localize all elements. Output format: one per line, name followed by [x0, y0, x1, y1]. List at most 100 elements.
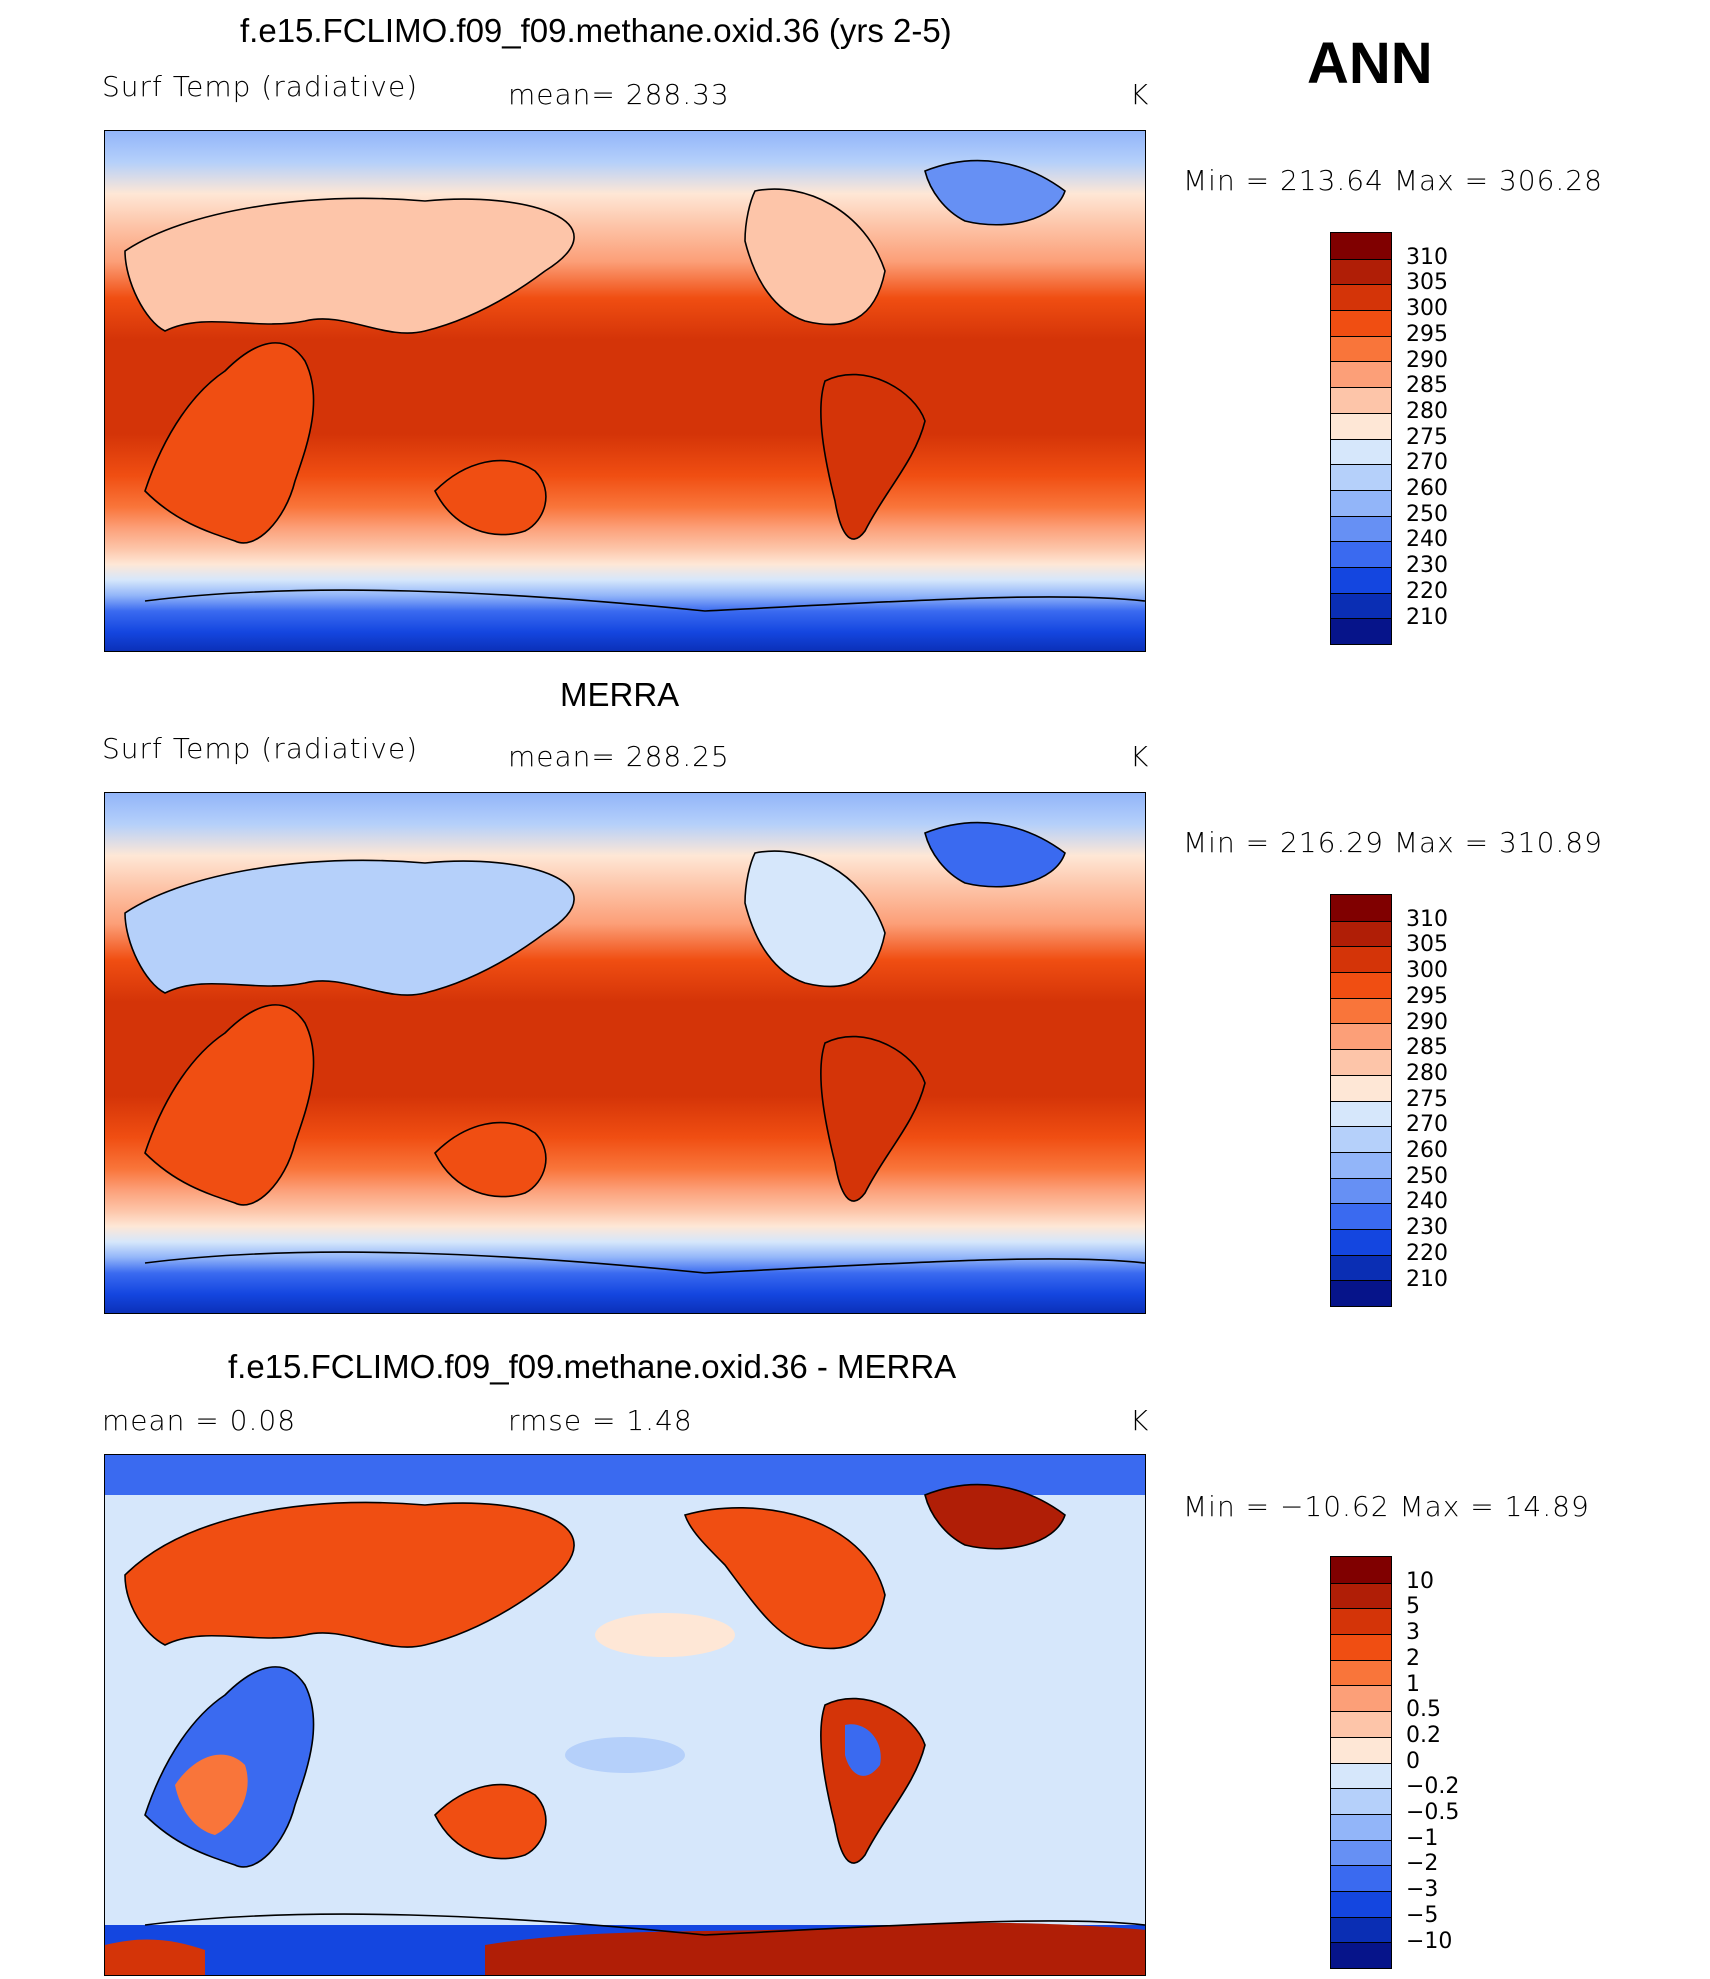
- panel2-mean-label: mean= 288.25: [508, 740, 730, 773]
- panel2-map: [104, 792, 1146, 1314]
- colorbar-swatch: [1331, 1074, 1391, 1101]
- colorbar-swatch: [1331, 489, 1391, 516]
- colorbar-tick-label: 10: [1406, 1568, 1434, 1594]
- colorbar-tick-label: −0.2: [1406, 1774, 1460, 1800]
- colorbar-swatch: [1331, 1203, 1391, 1229]
- panel2-minmax-label: Min = 216.29 Max = 310.89: [1183, 826, 1603, 859]
- colorbar-swatch: [1331, 1813, 1391, 1840]
- colorbar-swatch: [1331, 515, 1391, 542]
- panel1-units-label: K: [1130, 78, 1150, 111]
- colorbar-tick-label: 250: [1406, 1163, 1448, 1189]
- colorbar-swatch: [1331, 1608, 1391, 1635]
- colorbar-tick-label: 210: [1406, 1266, 1448, 1292]
- colorbar-tick-label: 295: [1406, 321, 1448, 347]
- colorbar-tick-label: 290: [1406, 1009, 1448, 1035]
- colorbar-tick-label: 280: [1406, 1060, 1448, 1086]
- colorbar-swatch: [1331, 464, 1391, 490]
- panel3-rmse-label: rmse = 1.48: [508, 1404, 693, 1437]
- colorbar-swatch: [1331, 1151, 1391, 1178]
- season-title: ANN: [1307, 31, 1433, 96]
- panel2-title: MERRA: [560, 676, 680, 713]
- colorbar-swatch: [1331, 1762, 1391, 1789]
- colorbar-tick-label: 305: [1406, 270, 1448, 296]
- panel1-variable-label: Surf Temp (radiative): [102, 70, 419, 103]
- colorbar-tick-label: 220: [1406, 578, 1448, 604]
- colorbar-swatch: [1331, 1865, 1391, 1891]
- colorbar-swatch: [1331, 284, 1391, 311]
- colorbar-tick-label: 290: [1406, 347, 1448, 373]
- colorbar-swatch: [1331, 387, 1391, 413]
- colorbar-tick-label: −3: [1406, 1877, 1439, 1903]
- panel3-title: f.e15.FCLIMO.f09_f09.methane.oxid.36 - M…: [228, 1348, 957, 1385]
- colorbar-swatch: [1331, 1839, 1391, 1866]
- colorbar-swatch: [1331, 541, 1391, 567]
- colorbar-tick-label: 230: [1406, 1215, 1448, 1241]
- panel3-mean-label: mean = 0.08: [102, 1404, 297, 1437]
- panel1-colorbar: [1330, 232, 1392, 645]
- colorbar-tick-label: 280: [1406, 398, 1448, 424]
- colorbar-tick-label: 0: [1406, 1748, 1420, 1774]
- panel3-map: [104, 1454, 1146, 1976]
- colorbar-tick-label: 250: [1406, 501, 1448, 527]
- colorbar-swatch: [1331, 592, 1391, 619]
- colorbar-tick-label: 230: [1406, 553, 1448, 579]
- panel1-mean-label: mean= 288.33: [508, 78, 730, 111]
- colorbar-swatch: [1331, 1177, 1391, 1204]
- panel3-minmax-label: Min = −10.62 Max = 14.89: [1183, 1490, 1590, 1523]
- colorbar-tick-label: 270: [1406, 1112, 1448, 1138]
- model-surface-temperature-map: [105, 131, 1145, 651]
- colorbar-tick-label: 285: [1406, 1035, 1448, 1061]
- colorbar-tick-label: 3: [1406, 1620, 1420, 1646]
- colorbar-tick-label: 260: [1406, 1138, 1448, 1163]
- colorbar-tick-label: 310: [1406, 906, 1448, 932]
- colorbar-swatch: [1331, 438, 1391, 465]
- colorbar-swatch: [1331, 618, 1391, 644]
- colorbar-tick-label: −5: [1406, 1902, 1439, 1928]
- colorbar-tick-label: 275: [1406, 424, 1448, 450]
- colorbar-swatch: [1331, 566, 1391, 593]
- colorbar-swatch: [1331, 1557, 1391, 1583]
- colorbar-swatch: [1331, 1736, 1391, 1763]
- colorbar-swatch: [1331, 1254, 1391, 1281]
- difference-surface-temperature-map: [105, 1455, 1145, 1975]
- panel3-units-label: K: [1130, 1404, 1150, 1437]
- colorbar-swatch: [1331, 1280, 1391, 1306]
- panel1-title: f.e15.FCLIMO.f09_f09.methane.oxid.36 (yr…: [240, 12, 952, 49]
- colorbar-swatch: [1331, 1023, 1391, 1050]
- colorbar-swatch: [1331, 1659, 1391, 1686]
- colorbar-tick-label: −2: [1406, 1851, 1439, 1877]
- colorbar-tick-label: 305: [1406, 932, 1448, 958]
- colorbar-tick-label: 270: [1406, 450, 1448, 476]
- panel2-units-label: K: [1130, 740, 1150, 773]
- colorbar-swatch: [1331, 1788, 1391, 1814]
- colorbar-swatch: [1331, 1890, 1391, 1917]
- colorbar-swatch: [1331, 310, 1391, 336]
- colorbar-swatch: [1331, 997, 1391, 1024]
- colorbar-tick-label: 310: [1406, 244, 1448, 270]
- colorbar-tick-label: 0.5: [1406, 1697, 1441, 1723]
- merra-surface-temperature-map: [105, 793, 1145, 1313]
- colorbar-tick-label: 220: [1406, 1240, 1448, 1266]
- colorbar-tick-label: −10: [1406, 1928, 1453, 1954]
- panel1-minmax-label: Min = 213.64 Max = 306.28: [1183, 164, 1603, 197]
- colorbar-tick-label: 275: [1406, 1086, 1448, 1112]
- colorbar-tick-label: 5: [1406, 1594, 1420, 1620]
- colorbar-swatch: [1331, 258, 1391, 285]
- colorbar-tick-label: −0.5: [1406, 1800, 1460, 1825]
- colorbar-swatch: [1331, 1582, 1391, 1609]
- colorbar-tick-label: 210: [1406, 604, 1448, 630]
- panel1-map: [104, 130, 1146, 652]
- colorbar-swatch: [1331, 895, 1391, 921]
- colorbar-swatch: [1331, 1634, 1391, 1660]
- panel2-variable-label: Surf Temp (radiative): [102, 732, 419, 765]
- panel3-colorbar: [1330, 1556, 1392, 1969]
- colorbar-swatch: [1331, 412, 1391, 439]
- colorbar-swatch: [1331, 946, 1391, 973]
- colorbar-swatch: [1331, 1916, 1391, 1943]
- colorbar-tick-label: 2: [1406, 1645, 1420, 1671]
- colorbar-swatch: [1331, 233, 1391, 259]
- colorbar-swatch: [1331, 335, 1391, 362]
- colorbar-swatch: [1331, 1049, 1391, 1075]
- colorbar-tick-label: 285: [1406, 373, 1448, 399]
- colorbar-swatch: [1331, 920, 1391, 947]
